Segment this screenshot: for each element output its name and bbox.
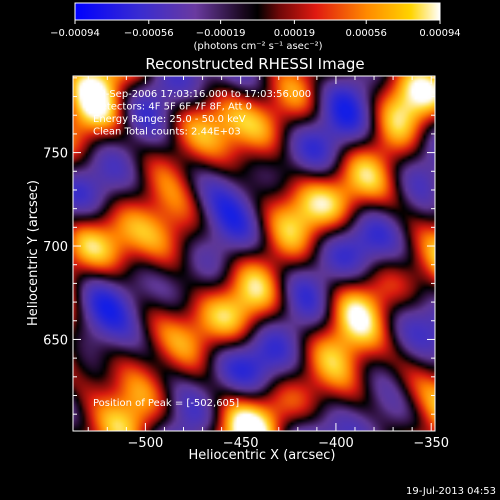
peak-position-label: Position of Peak = [-502,605] xyxy=(93,398,239,409)
y-axis: 650 700 750 xyxy=(43,77,435,415)
x-axis-label: Heliocentric X (arcsec) xyxy=(189,448,336,463)
x-tick-label: −450 xyxy=(223,436,259,451)
y-axis-label: Heliocentric Y (arcsec) xyxy=(26,180,41,326)
colorbar-tick-label: −0.00019 xyxy=(196,28,246,39)
heatmap-raster xyxy=(73,76,435,431)
heatmap-image xyxy=(73,76,435,431)
x-tick-label: −350 xyxy=(413,436,449,451)
x-tick-label: −500 xyxy=(128,436,164,451)
x-axis: −500 −450 −400 −350 xyxy=(87,76,449,451)
annotation-line: Detectors: 4F 5F 6F 7F 8F, Att 0 xyxy=(93,102,252,113)
x-tick-label: −400 xyxy=(318,436,354,451)
colorbar: −0.00094 −0.00056 −0.00019 0.00019 0.00056 0.… xyxy=(50,2,461,52)
info-annotations: 30-Sep-2006 17:03:16.000 to 17:03:56.000… xyxy=(93,89,311,138)
y-tick-label: 650 xyxy=(43,333,68,348)
timestamp: 19-Jul-2013 04:53 xyxy=(406,486,496,497)
annotation-line: Clean Total counts: 2.44E+03 xyxy=(93,127,241,138)
y-tick-label: 700 xyxy=(43,240,68,255)
colorbar-tick-label: 0.00056 xyxy=(346,28,387,39)
colorbar-tick-label: −0.00094 xyxy=(50,28,100,39)
colorbar-ticks: −0.00094 −0.00056 −0.00019 0.00019 0.00056 0.… xyxy=(50,20,461,39)
y-tick-label: 750 xyxy=(43,147,68,162)
plot-frame xyxy=(72,75,436,432)
colorbar-tick-label: 0.00094 xyxy=(419,28,460,39)
annotation-line: 30-Sep-2006 17:03:16.000 to 17:03:56.000 xyxy=(93,89,311,100)
colorbar-ramp xyxy=(74,2,441,21)
annotation-line: Energy Range: 25.0 - 50.0 keV xyxy=(93,114,246,125)
colorbar-tick-label: 0.00019 xyxy=(274,28,315,39)
colorbar-units: (photons cm⁻² s⁻¹ asec⁻²) xyxy=(193,41,322,52)
colorbar-tick-label: −0.00056 xyxy=(124,28,174,39)
chart-title: Reconstructed RHESSI Image xyxy=(145,55,364,73)
